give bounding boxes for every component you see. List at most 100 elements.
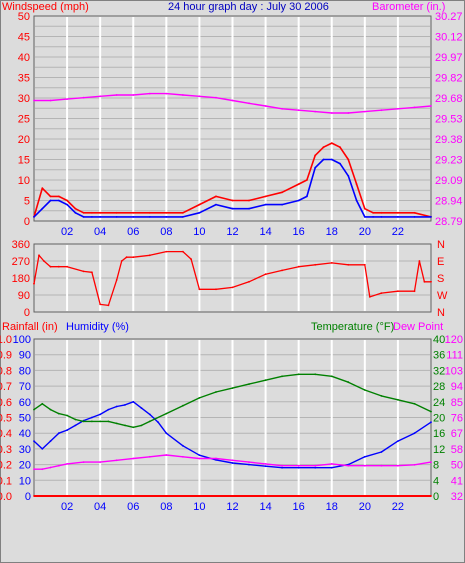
data-point bbox=[49, 466, 52, 469]
data-point bbox=[397, 440, 399, 442]
data-point bbox=[363, 263, 366, 266]
y-tick-label: W bbox=[437, 290, 448, 302]
data-point bbox=[148, 92, 151, 95]
data-point bbox=[322, 146, 325, 149]
data-point bbox=[74, 211, 77, 214]
data-point bbox=[281, 107, 283, 110]
data-point bbox=[248, 463, 250, 466]
y-tick-label: 20 bbox=[18, 134, 30, 146]
data-point bbox=[115, 422, 118, 425]
data-point bbox=[363, 216, 366, 218]
data-point bbox=[264, 105, 267, 107]
data-point bbox=[99, 211, 102, 214]
data-point bbox=[182, 94, 184, 96]
y-tick-label: 0 bbox=[24, 307, 30, 319]
y-tick-label: 35 bbox=[18, 73, 30, 85]
x-tick-label: 14 bbox=[259, 226, 271, 238]
data-point bbox=[182, 444, 184, 447]
y-tick-label: 111 bbox=[446, 350, 463, 362]
y-tick-label: 28.79 bbox=[435, 216, 463, 228]
y-tick-label: 50 bbox=[451, 460, 463, 472]
data-point bbox=[91, 420, 93, 423]
data-point bbox=[148, 455, 151, 458]
data-point bbox=[281, 269, 283, 272]
data-point bbox=[182, 216, 184, 218]
data-point bbox=[397, 216, 399, 218]
data-point bbox=[215, 457, 217, 460]
data-point bbox=[363, 389, 366, 391]
data-point bbox=[82, 461, 85, 463]
data-point bbox=[57, 432, 60, 435]
y-tick-label: 29.97 bbox=[435, 52, 463, 64]
data-point bbox=[380, 109, 383, 112]
y-tick-label: 85 bbox=[451, 397, 463, 409]
data-point bbox=[91, 211, 93, 214]
data-point bbox=[57, 464, 60, 467]
data-point bbox=[165, 250, 168, 253]
y-tick-label: 0.5 bbox=[0, 413, 12, 425]
data-point bbox=[397, 211, 399, 214]
y-tick-label: N bbox=[437, 239, 445, 251]
data-point bbox=[347, 381, 350, 384]
x-tick-label: 16 bbox=[293, 501, 305, 513]
data-point bbox=[198, 203, 201, 206]
data-point bbox=[306, 179, 308, 181]
data-point bbox=[148, 420, 151, 423]
data-point bbox=[115, 279, 118, 281]
data-point bbox=[182, 250, 184, 253]
x-tick-label: 02 bbox=[61, 501, 73, 513]
data-point bbox=[41, 207, 44, 210]
data-point bbox=[330, 158, 333, 161]
y-tick-label: 28 bbox=[433, 381, 445, 393]
data-point bbox=[148, 216, 151, 218]
y-tick-label: 28.94 bbox=[435, 196, 463, 208]
data-point bbox=[215, 391, 217, 393]
y-tick-label: 90 bbox=[19, 350, 31, 362]
y-tick-label: 60 bbox=[19, 397, 31, 409]
data-point bbox=[314, 110, 317, 113]
temperature-humidity-chart: Rainfall (in) Humidity (%) Temperature (… bbox=[0, 321, 463, 513]
y-tick-label: 0.1 bbox=[0, 475, 12, 487]
data-point bbox=[66, 265, 68, 268]
data-point bbox=[132, 211, 135, 214]
data-point bbox=[91, 271, 93, 274]
y-tick-label: 30.27 bbox=[435, 11, 463, 23]
data-point bbox=[297, 199, 300, 202]
data-point bbox=[231, 207, 234, 210]
data-point bbox=[124, 424, 126, 427]
y-tick-label: 40 bbox=[433, 334, 445, 346]
data-point bbox=[132, 94, 135, 96]
y-tick-label: 100 bbox=[13, 334, 31, 346]
data-point bbox=[115, 216, 118, 218]
y-tick-label: 36 bbox=[433, 350, 445, 362]
data-point bbox=[413, 463, 416, 466]
data-point bbox=[41, 402, 44, 405]
data-point bbox=[413, 290, 416, 293]
data-point bbox=[198, 211, 201, 214]
data-point bbox=[368, 296, 371, 298]
y-tick-label: 30.12 bbox=[435, 32, 463, 44]
data-point bbox=[248, 102, 250, 105]
data-point bbox=[397, 290, 399, 293]
y-tick-label: 24 bbox=[433, 397, 445, 409]
data-point bbox=[165, 216, 168, 218]
y-tick-label: 10 bbox=[19, 475, 31, 487]
data-point bbox=[248, 207, 250, 210]
data-point bbox=[74, 207, 77, 210]
x-tick-label: 20 bbox=[359, 226, 371, 238]
data-point bbox=[82, 216, 85, 218]
data-point bbox=[43, 260, 45, 262]
y-tick-label: 94 bbox=[451, 381, 463, 393]
data-point bbox=[132, 400, 135, 403]
data-point bbox=[132, 426, 135, 429]
y-tick-label: 0.3 bbox=[0, 444, 12, 456]
data-point bbox=[91, 416, 93, 419]
data-point bbox=[281, 191, 283, 194]
y-tick-label: N bbox=[437, 307, 445, 319]
data-point bbox=[148, 413, 151, 416]
data-point bbox=[314, 466, 317, 469]
data-point bbox=[248, 199, 250, 202]
y-tick-label: 4 bbox=[433, 475, 439, 487]
data-point bbox=[66, 98, 68, 100]
y-tick-label: 0.8 bbox=[0, 365, 12, 377]
